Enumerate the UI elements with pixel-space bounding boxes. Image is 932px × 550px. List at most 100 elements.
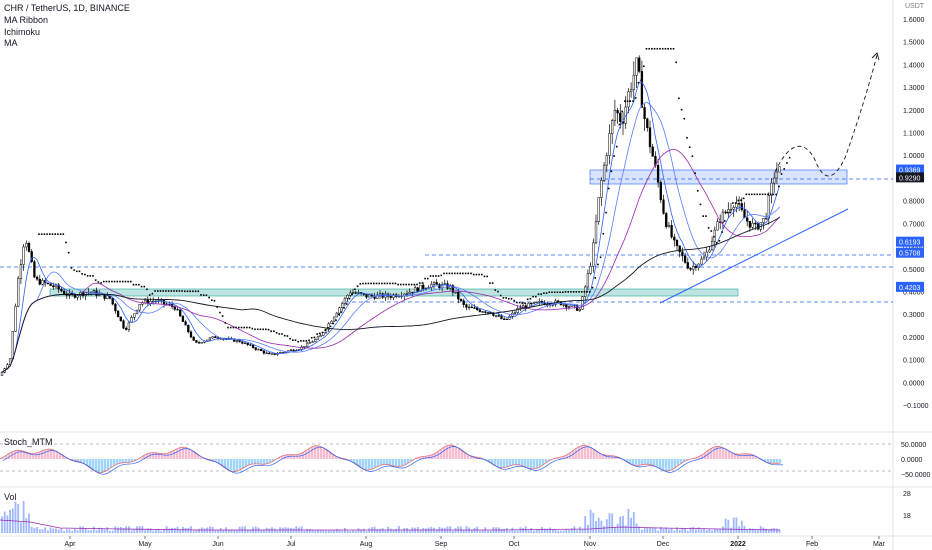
volume-bar	[724, 518, 727, 533]
volume-bar	[119, 526, 122, 533]
ichimoku-dot	[262, 328, 264, 331]
ichimoku-dot	[602, 232, 605, 235]
ichimoku-dot	[580, 291, 583, 293]
volume-bar	[322, 530, 325, 533]
candle-body	[27, 243, 31, 252]
ichimoku-dot	[381, 282, 383, 285]
candle-body	[446, 283, 449, 289]
candle-body	[25, 243, 28, 248]
volume-bar	[584, 516, 587, 533]
volume-bar	[711, 530, 713, 533]
volume-bar	[614, 527, 616, 533]
candle-body	[206, 339, 209, 342]
ichimoku-dot	[132, 283, 135, 286]
volume-bar	[632, 512, 635, 533]
ichimoku-dot	[486, 275, 488, 278]
volume-bar	[508, 530, 511, 533]
candle-body	[481, 311, 484, 313]
candle-body	[594, 221, 598, 244]
candle-body	[681, 251, 684, 257]
ichimoku-dot	[373, 282, 375, 285]
ichimoku-dot	[494, 289, 497, 291]
ichimoku-dot	[383, 282, 386, 285]
candle-body	[184, 321, 187, 326]
indicator-ichimoku[interactable]: Ichimoku	[4, 27, 41, 37]
ichimoku-dot	[686, 137, 688, 139]
volume-bar	[60, 528, 63, 533]
volume-bar	[581, 529, 584, 533]
volume-bar	[506, 527, 508, 533]
candle-body	[35, 276, 39, 280]
candle-body	[314, 339, 317, 342]
candle-body	[114, 303, 117, 312]
ichimoku-dot	[742, 197, 745, 200]
ichimoku-dot	[691, 155, 694, 157]
candle-body	[500, 315, 503, 320]
ichimoku-dot	[270, 330, 272, 333]
volume-bar	[560, 530, 562, 533]
ichimoku-dot	[103, 280, 105, 283]
volume-bar	[106, 527, 109, 533]
volume-bar	[144, 530, 146, 533]
volume-bar	[678, 529, 681, 533]
volume-bar	[465, 526, 468, 533]
volume-bar	[489, 530, 492, 533]
ichimoku-dot	[756, 193, 758, 196]
volume-bar	[130, 530, 133, 533]
volume-bar	[101, 528, 103, 533]
volume-bar	[654, 527, 657, 533]
ichimoku-dot	[556, 291, 559, 294]
stoch-title[interactable]: Stoch_MTM	[4, 437, 53, 447]
price-marker	[896, 281, 924, 292]
ichimoku-dot	[737, 199, 740, 202]
ichimoku-dot	[454, 272, 456, 275]
volume-bar	[573, 526, 576, 533]
volume-bar	[33, 527, 36, 533]
candle-body	[667, 224, 671, 227]
volume-bar	[17, 503, 20, 533]
volume-bar	[681, 527, 684, 533]
symbol-title[interactable]: CHR / TetherUS, 1D, BINANCE	[4, 3, 130, 13]
price-pane[interactable]	[0, 0, 893, 432]
volume-bar	[522, 527, 524, 533]
ichimoku-dot	[481, 273, 483, 276]
ichimoku-dot	[610, 170, 613, 173]
volume-bar	[638, 526, 641, 533]
volume-bar	[452, 530, 454, 533]
indicator-ma[interactable]: MA	[4, 38, 18, 48]
ichimoku-dot	[100, 282, 102, 284]
indicator-ma-ribbon[interactable]: MA Ribbon	[4, 15, 49, 25]
ichimoku-dot	[418, 282, 421, 284]
ichimoku-dot	[769, 193, 772, 196]
volume-bar	[219, 527, 222, 533]
candle-body	[260, 349, 263, 352]
volume-bar	[117, 527, 119, 533]
vol-title[interactable]: Vol	[4, 492, 17, 502]
volume-bar	[133, 529, 136, 533]
volume-bar	[290, 527, 292, 533]
candle-body	[535, 301, 538, 304]
ichimoku-dot	[127, 280, 129, 283]
volume-bar	[111, 530, 114, 533]
ichimoku-dot	[308, 339, 310, 342]
price-tick-label: 0.4000	[903, 289, 925, 296]
candle-body	[254, 347, 257, 350]
volume-bar	[403, 528, 406, 533]
ichimoku-dot	[699, 203, 702, 206]
ichimoku-dot	[70, 267, 73, 269]
candle-body	[211, 336, 214, 339]
volume-bar	[600, 520, 603, 533]
volume-bar	[327, 530, 330, 533]
candle-body	[727, 209, 730, 213]
ichimoku-dot	[524, 302, 526, 304]
candle-body	[465, 304, 468, 308]
vol-tick-label: 18	[903, 513, 911, 520]
ichimoku-dot	[146, 288, 148, 291]
volume-bar	[462, 530, 465, 533]
candle-body	[748, 220, 752, 228]
volume-bar	[155, 530, 157, 533]
candle-body	[265, 352, 268, 354]
ichimoku-dot	[583, 291, 586, 293]
